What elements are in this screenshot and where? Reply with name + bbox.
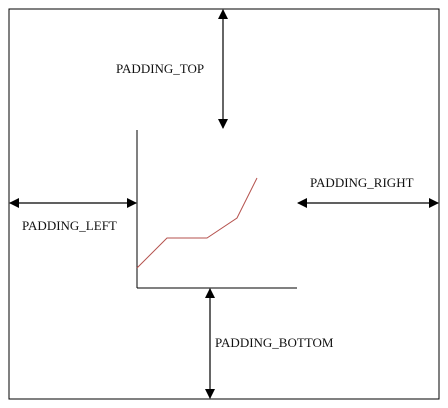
padding-bottom-label: PADDING_BOTTOM [215,335,334,350]
padding-right-label: PADDING_RIGHT [310,175,414,190]
padding-top-label: PADDING_TOP [116,61,204,76]
sample-plot-line [136,177,258,269]
padding-left-label: PADDING_LEFT [22,218,117,233]
